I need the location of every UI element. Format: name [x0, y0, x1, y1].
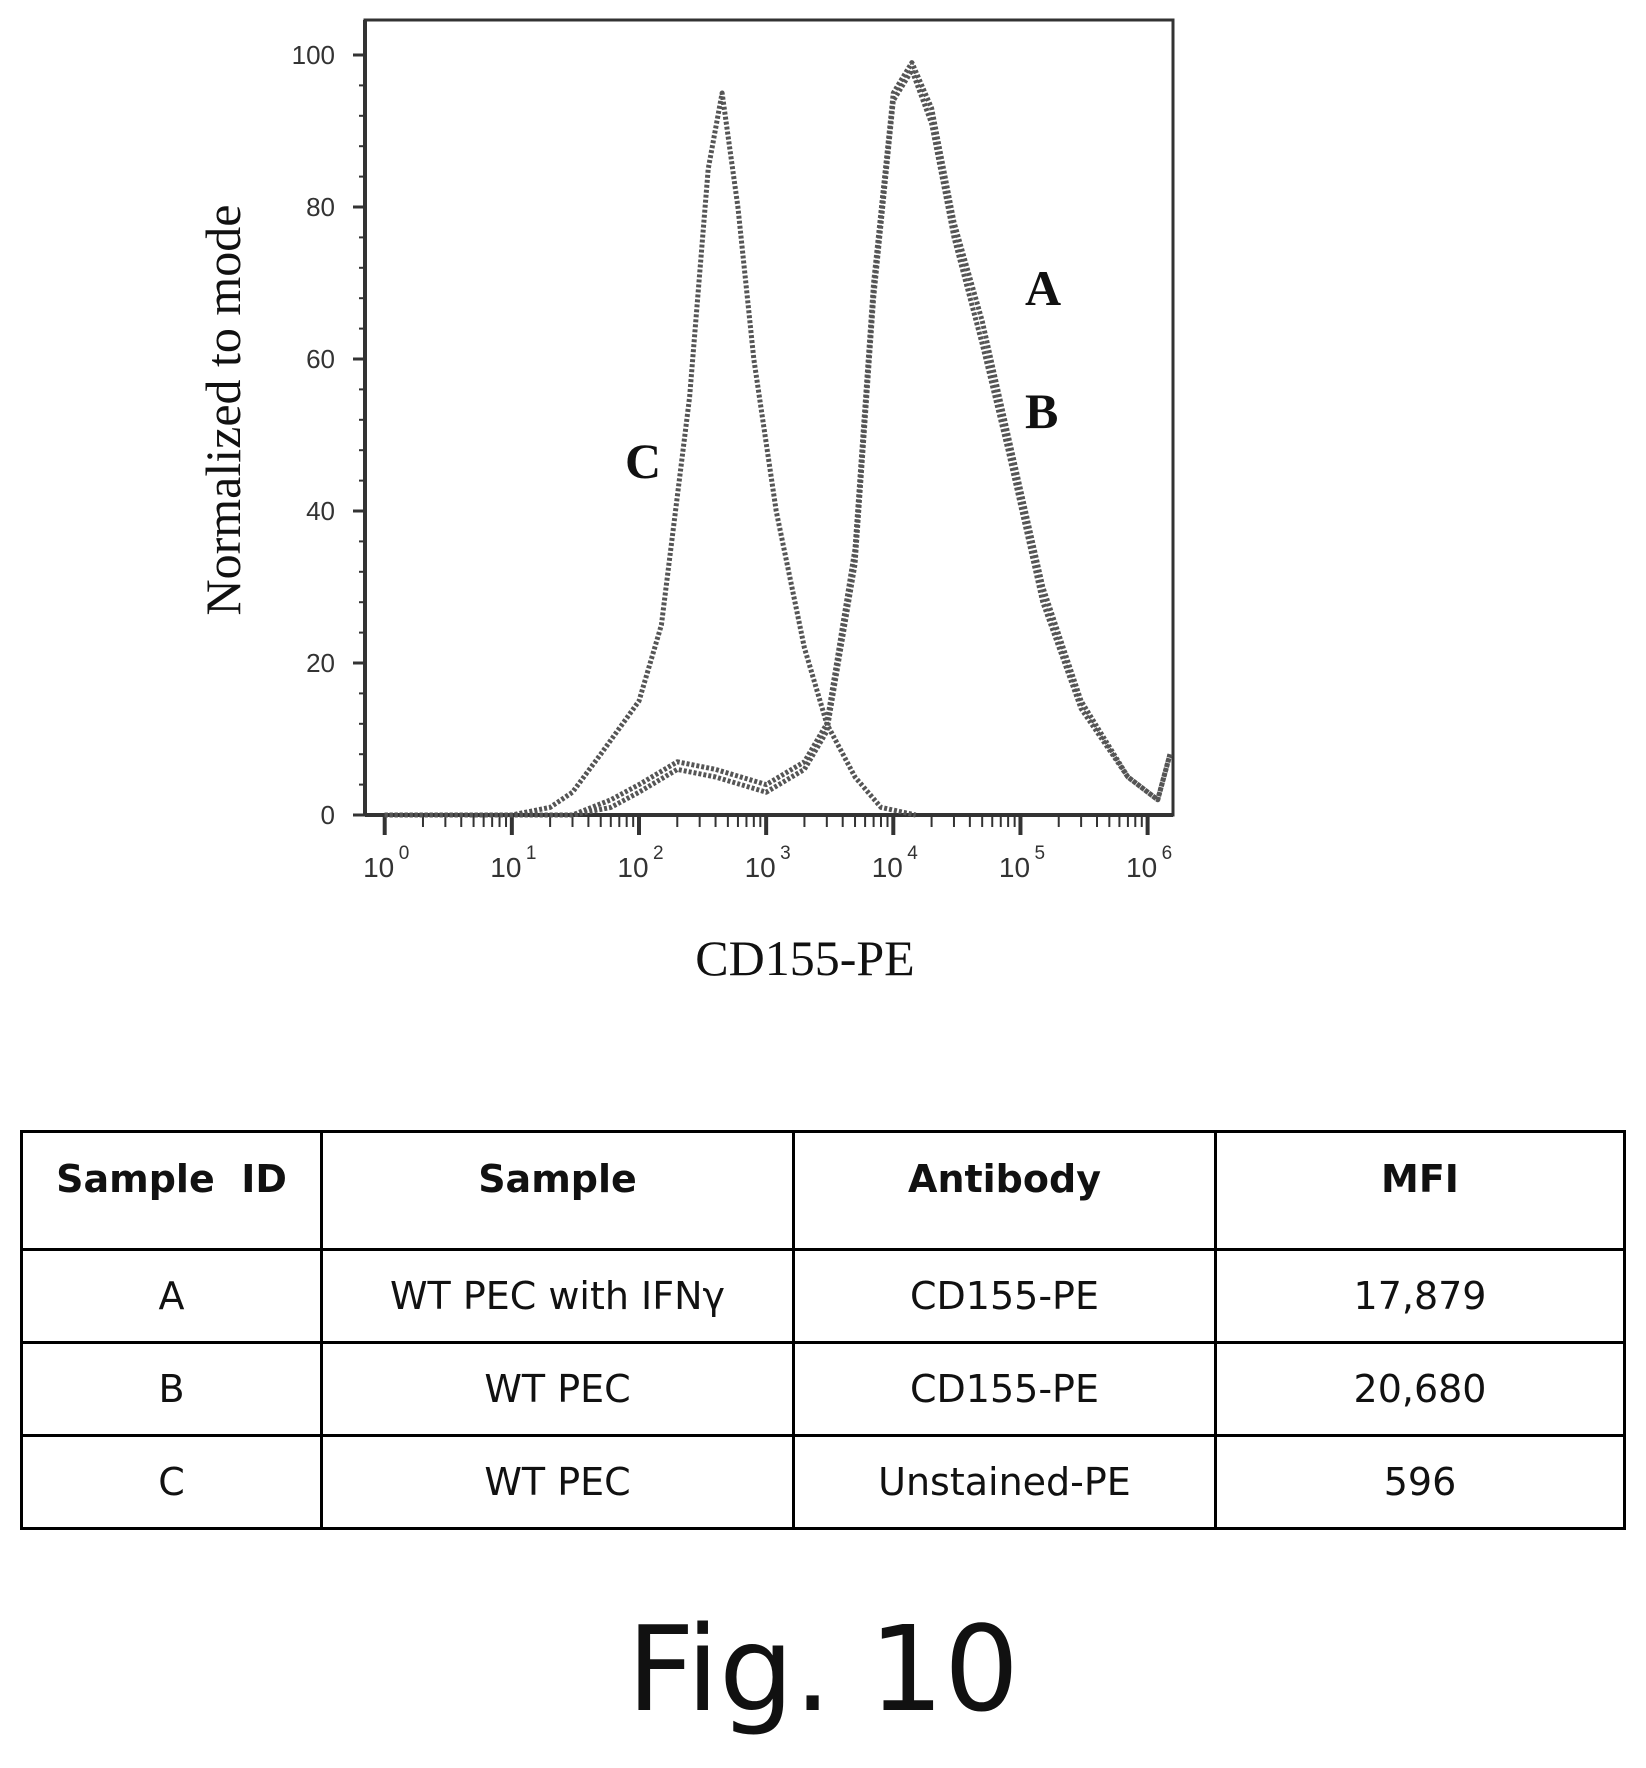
cell-mfi: 20,680 [1214, 1341, 1626, 1437]
y-tick-label: 40 [306, 496, 335, 526]
series-b-line [384, 67, 1173, 818]
series-c-line [384, 90, 917, 818]
results-table: Sample ID Sample Antibody MFI A WT PEC w… [20, 1130, 1626, 1530]
cell-antibody: CD155-PE [792, 1248, 1217, 1344]
x-tick-label: 10 [999, 852, 1030, 883]
cell-sample: WT PEC [320, 1341, 795, 1437]
y-ticks: 0 20 40 60 80 100 [292, 40, 365, 830]
x-tick-label: 10 [490, 852, 521, 883]
y-tick-label: 80 [306, 192, 335, 222]
table-row: B WT PEC CD155-PE 20,680 [20, 1341, 1626, 1437]
table-row: C WT PEC Unstained-PE 596 [20, 1434, 1626, 1530]
y-tick-label: 100 [292, 40, 335, 70]
x-tick-label: 10 [363, 852, 394, 883]
figure-caption: Fig. 10 [626, 1600, 1020, 1738]
cell-sample-id: A [20, 1248, 323, 1344]
table-row: A WT PEC with IFNγ CD155-PE 17,879 [20, 1248, 1626, 1344]
results-table-container: Sample ID Sample Antibody MFI A WT PEC w… [20, 1130, 1626, 1530]
x-tick-label: 10 [745, 852, 776, 883]
y-tick-label: 60 [306, 344, 335, 374]
y-axis-title: Normalized to mode [195, 205, 251, 616]
cell-mfi: 596 [1214, 1434, 1626, 1530]
x-tick-exponent: 4 [907, 843, 918, 864]
cell-mfi: 17,879 [1214, 1248, 1626, 1344]
x-tick-label: 10 [872, 852, 903, 883]
x-tick-exponent: 5 [1034, 843, 1045, 864]
cell-antibody: Unstained-PE [792, 1434, 1217, 1530]
cell-sample-id: C [20, 1434, 323, 1530]
x-ticks: 10 0 10 1 10 2 10 3 10 4 10 5 10 6 [363, 815, 1172, 883]
x-tick-exponent: 2 [653, 843, 664, 864]
cell-sample: WT PEC with IFNγ [320, 1248, 795, 1344]
y-tick-label: 20 [306, 648, 335, 678]
series-label-a: A [1025, 260, 1061, 316]
x-axis-title: CD155-PE [695, 930, 914, 986]
x-tick-exponent: 0 [399, 843, 410, 864]
header-antibody: Antibody [792, 1130, 1217, 1251]
x-tick-exponent: 3 [780, 843, 791, 864]
x-tick-exponent: 1 [526, 843, 537, 864]
series-label-b: B [1025, 383, 1058, 439]
series-group [384, 60, 1173, 818]
cell-antibody: CD155-PE [792, 1341, 1217, 1437]
cell-sample-id: B [20, 1341, 323, 1437]
x-tick-label: 10 [1126, 852, 1157, 883]
header-sample-id: Sample ID [20, 1130, 323, 1251]
x-tick-exponent: 6 [1162, 843, 1173, 864]
header-mfi: MFI [1214, 1130, 1626, 1251]
header-sample: Sample [320, 1130, 795, 1251]
y-tick-label: 0 [321, 800, 335, 830]
series-label-c: C [625, 433, 661, 489]
table-header-row: Sample ID Sample Antibody MFI [20, 1130, 1626, 1251]
x-tick-label: 10 [617, 852, 648, 883]
cell-sample: WT PEC [320, 1434, 795, 1530]
